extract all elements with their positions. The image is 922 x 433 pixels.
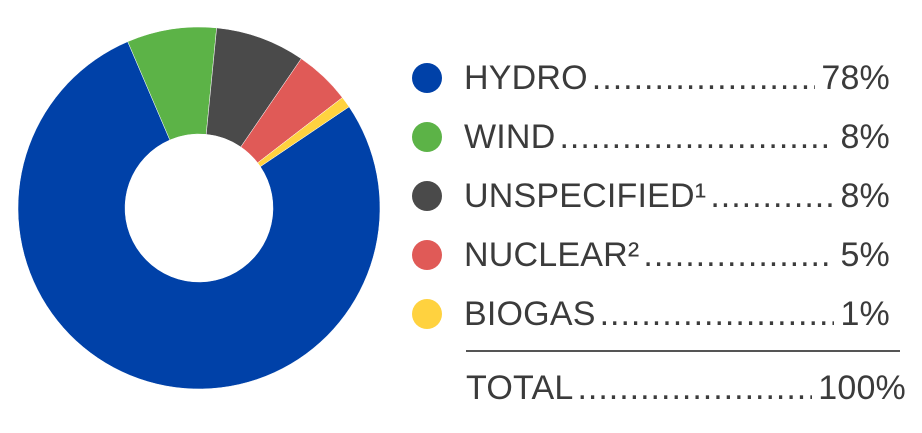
legend-value-unspecified: 8%	[840, 176, 890, 215]
legend-swatch-unspecified	[412, 181, 442, 211]
legend-item-nuclear: NUCLEAR² ...............................…	[412, 231, 890, 279]
legend-swatch-biogas	[412, 299, 442, 329]
legend-value-hydro: 78%	[821, 58, 890, 97]
leader-dots: ........................................…	[591, 58, 816, 97]
legend-value-nuclear: 5%	[840, 235, 890, 274]
donut-slice-biogas	[257, 97, 350, 167]
legend-swatch-wind	[412, 122, 442, 152]
legend-label-hydro: HYDRO	[464, 58, 588, 97]
legend-item-biogas: BIOGAS .................................…	[412, 290, 890, 338]
total-row: TOTAL ..................................…	[466, 364, 906, 412]
donut-slice-hydro	[17, 41, 381, 390]
leader-dots: ........................................…	[559, 117, 834, 156]
total-value: 100%	[818, 368, 906, 407]
leader-dots: ........................................…	[643, 235, 834, 274]
legend-swatch-nuclear	[412, 240, 442, 270]
legend-value-wind: 8%	[840, 117, 890, 156]
legend-label-unspecified: UNSPECIFIED¹	[464, 176, 707, 215]
legend-item-hydro: HYDRO ..................................…	[412, 54, 890, 102]
legend-item-wind: WIND ...................................…	[412, 113, 890, 161]
legend-value-biogas: 1%	[840, 294, 890, 333]
leader-dots: ........................................…	[577, 368, 812, 407]
leader-dots: ........................................…	[710, 176, 835, 215]
total-divider	[466, 350, 900, 352]
legend-label-biogas: BIOGAS	[464, 294, 596, 333]
legend-item-unspecified: UNSPECIFIED¹ ...........................…	[412, 172, 890, 220]
leader-dots: ........................................…	[599, 294, 835, 333]
donut-chart	[17, 26, 381, 390]
legend-label-nuclear: NUCLEAR²	[464, 235, 640, 274]
legend-swatch-hydro	[412, 63, 442, 93]
legend-label-wind: WIND	[464, 117, 556, 156]
total-label: TOTAL	[466, 368, 574, 407]
